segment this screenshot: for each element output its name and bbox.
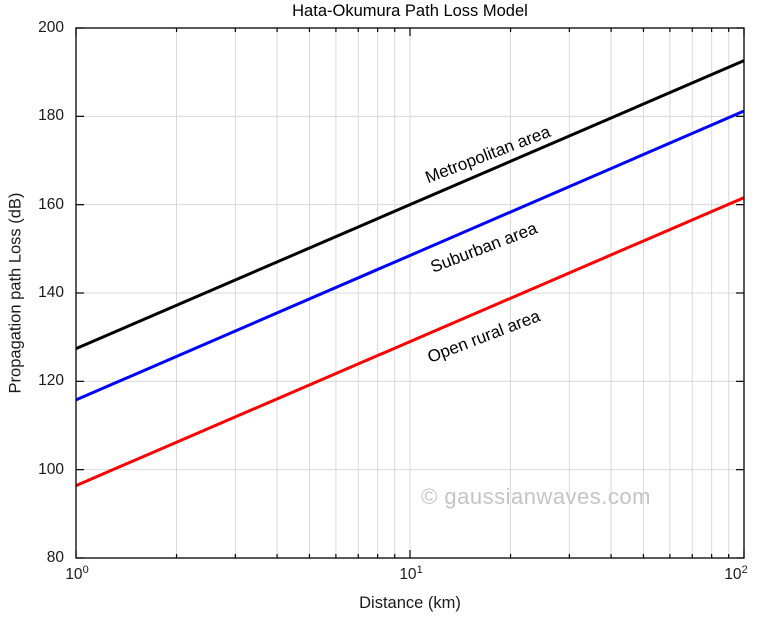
- x-tick-base: 10: [65, 566, 83, 583]
- y-tick-label: 180: [38, 107, 64, 125]
- x-tick-base: 10: [724, 566, 742, 583]
- y-tick-label: 80: [46, 549, 64, 566]
- chart-title: Hata-Okumura Path Loss Model: [292, 2, 528, 20]
- x-tick-label: 101: [399, 563, 423, 584]
- x-tick-exponent: 1: [416, 563, 423, 576]
- x-tick-exponent: 0: [82, 563, 89, 576]
- grid-lines: [76, 28, 744, 558]
- series-line-metropolitan-area: [75, 59, 745, 351]
- y-tick-label: 160: [38, 195, 64, 213]
- series-lines: [75, 59, 745, 487]
- x-tick-label: 100: [65, 563, 89, 584]
- x-tick-exponent: 2: [741, 563, 748, 576]
- y-tick-label: 140: [38, 284, 64, 301]
- watermark: © gaussianwaves.com: [421, 484, 651, 509]
- x-axis-label: Distance (km): [359, 594, 461, 612]
- y-tick-label: 100: [38, 460, 64, 478]
- series-line-open-rural-area: [75, 196, 745, 487]
- series-line-suburban-area: [75, 109, 745, 402]
- y-tick-label: 200: [38, 19, 64, 36]
- x-tick-base: 10: [399, 566, 417, 583]
- x-tick-label: 102: [724, 563, 748, 584]
- tick-marks: [75, 27, 745, 559]
- y-tick-label: 120: [38, 372, 64, 390]
